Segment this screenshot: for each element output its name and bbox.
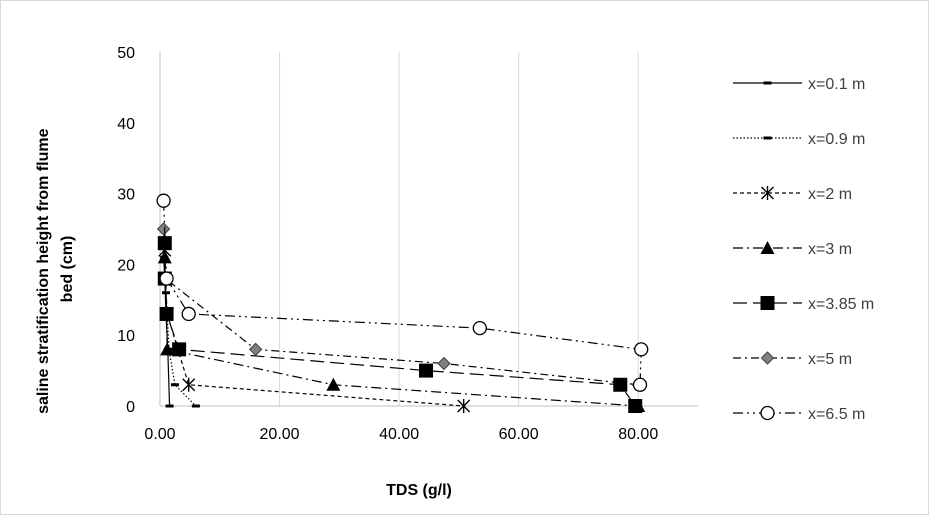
x-tick-label: 0.00 — [144, 426, 175, 443]
legend-item: x=2 m — [733, 186, 852, 203]
data-point — [472, 320, 487, 336]
data-point — [634, 342, 649, 357]
y-tick-label: 30 — [117, 187, 135, 204]
tick-labels: 0.00 20.00 40.00 60.00 80.00 0 10 20 30 40 50 — [117, 45, 658, 443]
data-point — [156, 193, 171, 208]
series-x-5-m — [156, 222, 645, 392]
data-point — [159, 306, 174, 321]
legend: x=0.1 m x=0.9 m x=2 m x=3 m x=3.85 m x=5 m x=6… — [733, 76, 874, 423]
x-tick-label: 40.00 — [379, 426, 419, 443]
data-point — [760, 241, 775, 254]
series-line — [164, 257, 639, 407]
series-line — [164, 243, 636, 407]
x-tick-label: 20.00 — [260, 426, 300, 443]
data-point — [419, 363, 434, 378]
y-tick-label: 10 — [117, 328, 135, 345]
data-point — [613, 377, 628, 392]
legend-item: x=3.85 m — [733, 296, 874, 313]
data-point — [165, 404, 174, 408]
y-tick-label: 20 — [117, 257, 135, 274]
legend-label: x=6.5 m — [808, 406, 865, 423]
x-tick-label: 60.00 — [499, 426, 539, 443]
series-x-2-m — [158, 243, 471, 413]
data-point — [181, 306, 196, 322]
series-line — [162, 200, 642, 385]
data-point — [160, 342, 175, 356]
data-point — [761, 186, 774, 200]
data-point — [760, 296, 775, 310]
legend-label: x=3 m — [808, 241, 852, 258]
gridlines — [279, 52, 639, 406]
data-point — [763, 81, 772, 85]
y-axis-title-line-1: saline stratification height from flume — [35, 128, 52, 413]
series-x-3-m — [157, 250, 646, 412]
legend-label: x=2 m — [808, 186, 852, 203]
data-point — [157, 236, 172, 251]
legend-item: x=5 m — [733, 351, 852, 368]
series-x-6-5-m — [156, 193, 649, 392]
data-point — [760, 405, 775, 421]
legend-label: x=0.1 m — [808, 76, 865, 93]
series-x-3-85-m — [157, 236, 643, 413]
y-axis-title-line-2: bed (cm) — [59, 236, 76, 303]
y-tick-label: 40 — [117, 116, 135, 133]
data-point — [760, 351, 775, 365]
data-point — [156, 222, 171, 236]
legend-item: x=6.5 m — [733, 405, 865, 423]
y-tick-label: 0 — [126, 399, 135, 416]
x-tick-label: 80.00 — [618, 426, 658, 443]
data-point — [248, 342, 263, 357]
data-point — [170, 383, 179, 387]
series-layer — [156, 193, 649, 413]
axes — [159, 52, 698, 407]
legend-item: x=3 m — [733, 241, 852, 258]
y-axis-title: saline stratification height from flume … — [35, 124, 76, 414]
legend-label: x=3.85 m — [808, 296, 874, 313]
data-point — [191, 404, 200, 408]
data-point — [763, 136, 772, 140]
legend-label: x=5 m — [808, 351, 852, 368]
legend-item: x=0.9 m — [733, 131, 865, 148]
legend-item: x=0.1 m — [733, 76, 865, 93]
series-line — [164, 250, 464, 407]
data-point — [159, 271, 174, 286]
series-line — [162, 228, 639, 386]
legend-label: x=0.9 m — [808, 131, 865, 148]
x-axis-title: TDS (g/l) — [386, 482, 452, 499]
data-point — [182, 377, 196, 392]
data-point — [172, 342, 187, 357]
data-point — [437, 356, 451, 371]
data-point — [628, 399, 643, 413]
data-point — [326, 377, 341, 391]
data-point — [457, 399, 471, 413]
data-point — [632, 377, 648, 392]
y-tick-label: 50 — [117, 45, 135, 62]
